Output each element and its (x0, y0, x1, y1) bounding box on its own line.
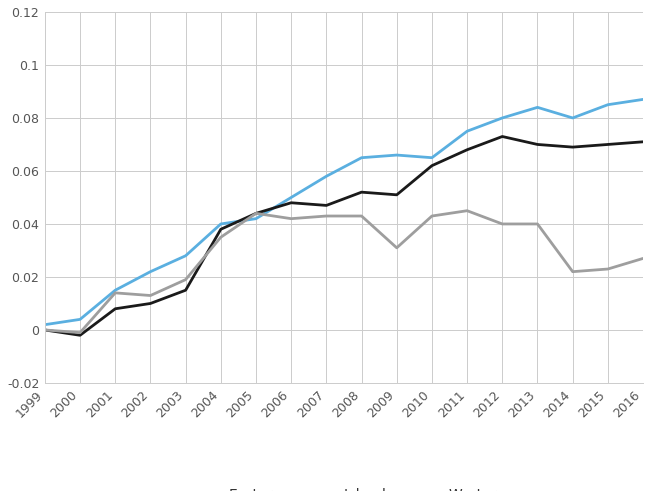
Eastern (639, 96, 647, 102)
Western (463, 208, 471, 214)
Inland (76, 332, 84, 338)
Western (569, 269, 577, 274)
Inland (393, 192, 400, 198)
Inland (287, 200, 295, 206)
Inland (463, 147, 471, 153)
Inland (252, 211, 260, 217)
Western (499, 221, 506, 227)
Inland (534, 141, 541, 147)
Eastern (569, 115, 577, 121)
Western (534, 221, 541, 227)
Line: Eastern: Eastern (45, 99, 643, 325)
Western (604, 266, 612, 272)
Legend: Eastern, Inland, Western: Eastern, Inland, Western (182, 488, 506, 491)
Western (182, 276, 190, 282)
Eastern (217, 221, 225, 227)
Western (217, 234, 225, 240)
Western (76, 329, 84, 335)
Inland (322, 202, 330, 208)
Western (287, 216, 295, 221)
Eastern (111, 287, 119, 293)
Inland (217, 226, 225, 232)
Western (639, 255, 647, 261)
Western (358, 213, 365, 219)
Eastern (322, 173, 330, 179)
Eastern (428, 155, 436, 161)
Western (252, 211, 260, 217)
Western (428, 213, 436, 219)
Line: Inland: Inland (45, 136, 643, 335)
Eastern (463, 128, 471, 134)
Eastern (41, 322, 49, 327)
Inland (499, 134, 506, 139)
Eastern (182, 253, 190, 259)
Western (146, 293, 154, 299)
Eastern (76, 316, 84, 322)
Line: Western: Western (45, 211, 643, 332)
Eastern (534, 105, 541, 110)
Inland (146, 300, 154, 306)
Eastern (393, 152, 400, 158)
Eastern (146, 269, 154, 274)
Eastern (499, 115, 506, 121)
Inland (358, 189, 365, 195)
Inland (569, 144, 577, 150)
Eastern (252, 216, 260, 221)
Inland (428, 163, 436, 168)
Western (393, 245, 400, 251)
Western (111, 290, 119, 296)
Inland (604, 141, 612, 147)
Eastern (604, 102, 612, 108)
Inland (111, 306, 119, 312)
Eastern (358, 155, 365, 161)
Inland (41, 327, 49, 333)
Inland (182, 287, 190, 293)
Western (41, 327, 49, 333)
Western (322, 213, 330, 219)
Inland (639, 139, 647, 145)
Eastern (287, 194, 295, 200)
